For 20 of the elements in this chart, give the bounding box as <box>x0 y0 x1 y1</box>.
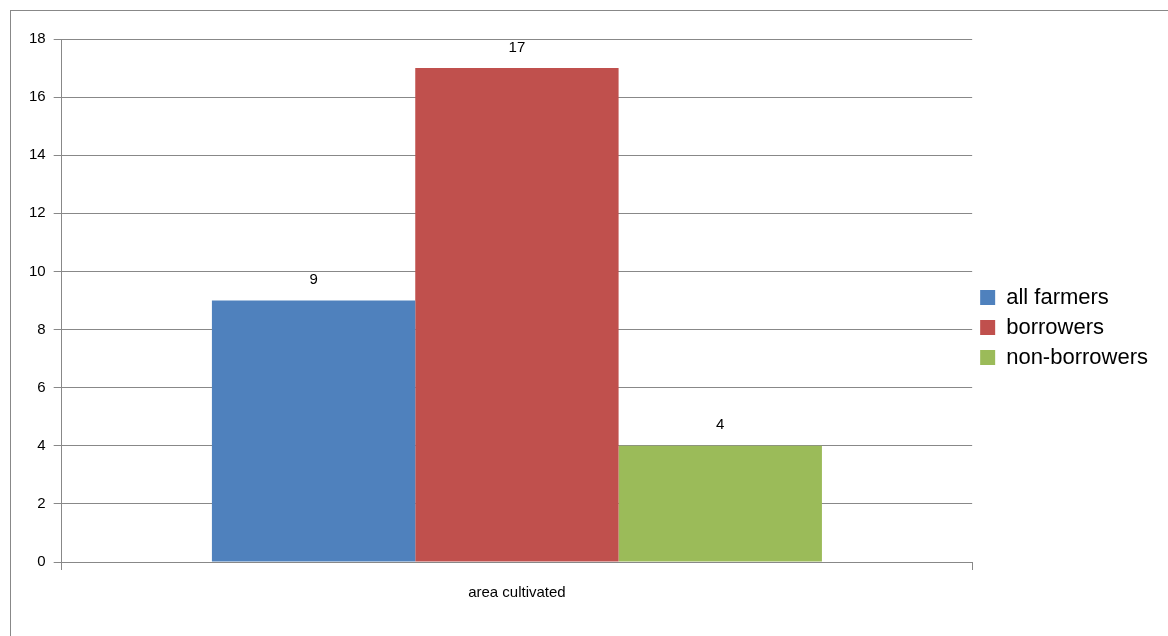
bar <box>415 68 619 562</box>
legend-label: all farmers <box>1006 283 1109 309</box>
y-tick-label: 2 <box>37 494 46 512</box>
y-tick-label: 18 <box>29 29 46 47</box>
y-tick-label: 12 <box>29 203 46 221</box>
y-tick-label: 16 <box>29 87 46 105</box>
data-label: 9 <box>309 270 318 288</box>
data-label: 17 <box>508 37 526 55</box>
y-tick-label: 10 <box>29 261 46 279</box>
bar <box>618 445 822 562</box>
y-tick-label: 6 <box>37 377 46 395</box>
legend-label: non-borrowers <box>1006 343 1148 369</box>
legend-label: borrowers <box>1006 313 1104 339</box>
y-tick-label: 4 <box>37 435 46 453</box>
x-tick-label: area cultivated <box>468 583 566 601</box>
y-tick-label: 0 <box>37 552 46 570</box>
y-tick-label: 8 <box>37 319 46 337</box>
bar <box>211 300 416 562</box>
data-label: 4 <box>716 415 725 433</box>
y-tick-label: 14 <box>29 145 46 163</box>
